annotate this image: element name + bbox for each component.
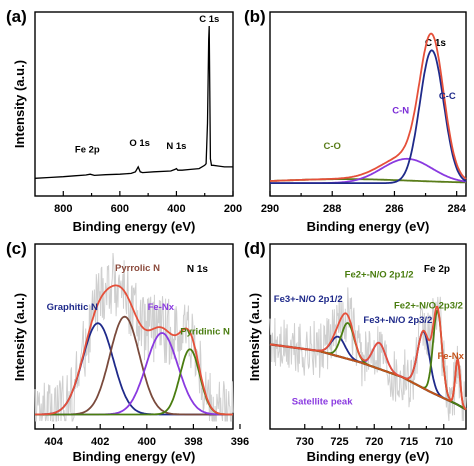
panel-c-corner-label: N 1s <box>187 264 209 275</box>
panel-a-ylabel: Intensity (a.u.) <box>12 60 27 148</box>
panel-c-component-label-2: Fe-Nx <box>148 302 175 313</box>
panel-d-corner-label: Fe 2p <box>424 264 450 275</box>
panel-b-component-label-0: C-O <box>324 141 341 152</box>
panel-b-envelope <box>269 32 467 182</box>
panel-c-xtick-label: 398 <box>184 436 202 448</box>
panel-d-component-label-5: Fe-Nx <box>438 351 465 362</box>
panel-d-component-label-0: Satellite peak <box>292 397 353 408</box>
panel-d-xtick-label: 730 <box>296 436 314 448</box>
panel-c-raw-data <box>34 252 234 422</box>
panel-a-xtick-label: 200 <box>224 203 242 215</box>
panel-c-xtick-label: 396 <box>231 436 249 448</box>
panel-b-component-label-2: C-C <box>439 91 456 102</box>
panel-c-component-label-1: Pyrrolic N <box>115 263 160 274</box>
panel-a-peak-label: O 1s <box>129 138 150 149</box>
panel-d-xtick-label: 725 <box>330 436 348 448</box>
panel-b-c1s: (b) C 1s Binding energy (eV) 290 288 286 28… <box>244 7 467 234</box>
panel-d-xtick-label: 720 <box>365 436 383 448</box>
panel-c-xtick-label: 400 <box>138 436 156 448</box>
panel-a-peak-label: C 1s <box>199 14 219 25</box>
panel-d-envelope <box>269 305 467 411</box>
panel-a-xlabel: Binding energy (eV) <box>73 219 196 234</box>
panel-d-ylabel: Intensity (a.u.) <box>247 293 262 381</box>
panel-b-xtick-label: 286 <box>385 203 403 215</box>
panel-b-component-2 <box>269 49 467 185</box>
panel-d-fe2p: (d) Fe 2p Intensity (a.u.) Binding energ… <box>244 239 467 464</box>
panel-d-raw-data <box>269 287 467 422</box>
panel-a-xtick-label: 400 <box>167 203 185 215</box>
panel-d-component-label-3: Fe2+-N/O 2p1/2 <box>345 270 414 281</box>
panel-c-xtick-label: 402 <box>91 436 109 448</box>
panel-b-xtick-label: 284 <box>447 203 466 215</box>
panel-c-n1s: (c) N 1s Intensity (a.u.) Binding energy… <box>6 239 249 464</box>
panel-c-ylabel: Intensity (a.u.) <box>12 293 27 381</box>
panel-b-xtick-label: 288 <box>323 203 341 215</box>
panel-d-frame <box>269 243 467 430</box>
panel-a-survey-line <box>34 25 233 179</box>
panel-d-xtick-label: 710 <box>435 436 453 448</box>
panel-d-letter: (d) <box>244 239 266 258</box>
panel-c-component-label-3: Pyridinic N <box>180 327 230 338</box>
panel-b-frame <box>269 11 467 197</box>
panel-a-letter: (a) <box>6 7 27 26</box>
panel-c-component-3 <box>34 348 234 416</box>
panel-d-component-label-1: Fe3+-N/O 2p1/2 <box>274 294 343 305</box>
panel-d-xlabel: Binding energy (eV) <box>307 449 430 464</box>
panel-d-component-label-4: Fe2+-N/O 2p3/2 <box>394 301 463 312</box>
panel-b-component-label-1: C-N <box>392 105 409 116</box>
panel-d-component-label-2: Fe3+-N/O 2p3/2 <box>363 315 432 326</box>
panel-c-letter: (c) <box>6 239 27 258</box>
panel-c-xtick-label: 404 <box>44 436 63 448</box>
panel-c-xlabel: Binding energy (eV) <box>73 449 196 464</box>
panel-c-frame <box>34 243 234 430</box>
panel-a-survey: (a) Intensity (a.u.) Binding energy (eV)… <box>6 7 242 234</box>
panel-b-xlabel: Binding energy (eV) <box>307 219 430 234</box>
panel-b-xtick-label: 290 <box>261 203 279 215</box>
panel-a-xtick-label: 600 <box>111 203 129 215</box>
panel-a-xtick-label: 800 <box>54 203 72 215</box>
panel-a-peak-label: N 1s <box>166 141 186 152</box>
panel-a-peak-label: Fe 2p <box>75 144 100 155</box>
panel-d-xtick-label: 715 <box>400 436 418 448</box>
panel-a-frame <box>34 11 234 197</box>
panel-c-envelope <box>34 284 234 416</box>
panel-c-component-label-0: Graphitic N <box>47 302 98 313</box>
panel-b-letter: (b) <box>244 7 266 26</box>
